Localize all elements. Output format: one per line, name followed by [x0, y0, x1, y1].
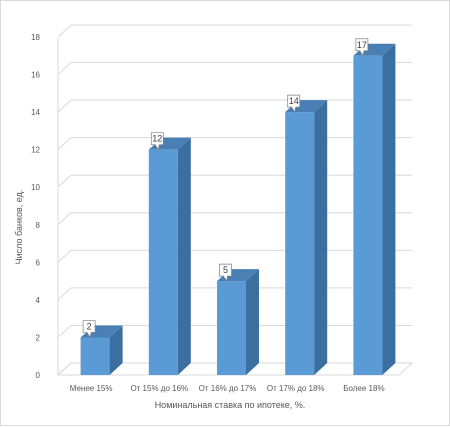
bar-front — [80, 337, 110, 375]
data-label-text: 2 — [87, 321, 92, 331]
bar-side — [382, 43, 396, 376]
gridline — [57, 62, 412, 75]
bar — [285, 100, 328, 375]
y-tick-label: 6 — [36, 258, 41, 267]
bar — [148, 137, 191, 375]
data-labels: 2 12 5 14 17 — [82, 38, 369, 339]
data-label: 12 — [150, 132, 164, 151]
bar — [353, 43, 396, 376]
y-tick-label: 18 — [31, 33, 40, 42]
data-label: 2 — [82, 320, 96, 339]
y-tick-label: 12 — [31, 146, 40, 155]
data-label: 17 — [355, 38, 369, 57]
y-tick-label: 2 — [36, 333, 41, 342]
data-label-text: 17 — [357, 40, 367, 50]
x-tick-label: От 16% до 17% — [199, 384, 257, 393]
bar-front — [148, 149, 178, 375]
bar — [217, 269, 259, 375]
y-tick-label: 4 — [36, 296, 41, 305]
y-axis-ticks: 0 2 4 6 8 10 12 14 16 18 — [31, 33, 40, 380]
data-label: 14 — [287, 94, 301, 114]
bar-side — [246, 269, 259, 375]
bars — [80, 43, 396, 376]
x-tick-label: Более 18% — [343, 384, 384, 393]
x-tick-label: От 17% до 18% — [267, 384, 325, 393]
bar-front — [353, 55, 383, 376]
bar — [80, 325, 123, 375]
y-tick-label: 10 — [31, 183, 40, 192]
bar-side — [109, 325, 123, 375]
bar-front — [217, 281, 246, 375]
data-label-text: 12 — [152, 134, 162, 144]
y-axis-title: Число банков, ед. — [14, 190, 24, 265]
bar-side — [177, 137, 191, 375]
data-label: 5 — [219, 263, 232, 283]
x-axis-title: Номинальная ставка по ипотеке, %. — [155, 400, 306, 410]
y-tick-label: 14 — [31, 108, 40, 117]
bar-side — [314, 100, 328, 375]
y-tick-label: 0 — [36, 371, 41, 380]
data-label-text: 14 — [289, 96, 299, 106]
bar-front — [285, 112, 315, 375]
y-tick-label: 16 — [31, 71, 40, 80]
data-label-text: 5 — [223, 265, 228, 275]
x-tick-label: От 15% до 16% — [130, 384, 188, 393]
x-tick-label: Менее 15% — [70, 384, 113, 393]
x-axis-ticks: Менее 15% От 15% до 16% От 16% до 17% От 17… — [70, 384, 385, 393]
gridline — [57, 24, 412, 38]
y-tick-label: 8 — [36, 221, 41, 230]
